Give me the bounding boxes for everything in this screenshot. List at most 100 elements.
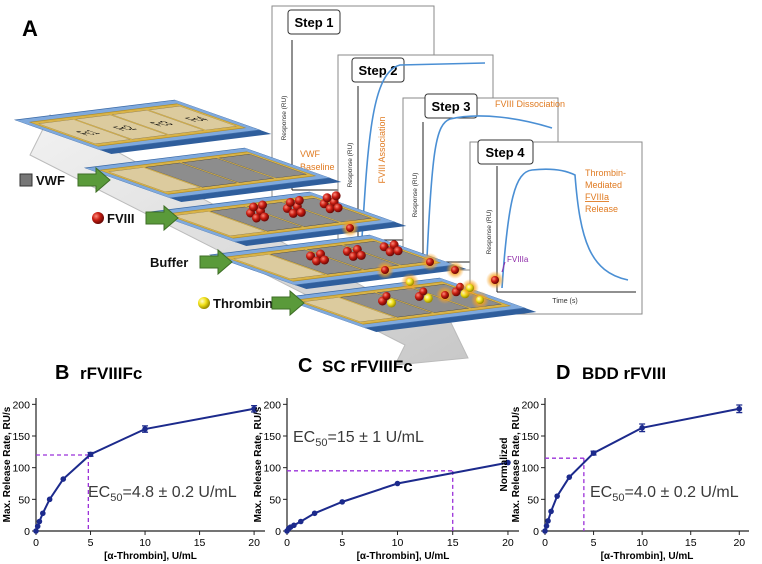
y-tick-label: 0 xyxy=(24,526,30,538)
injections: VWF FVIII Buffer Thrombin xyxy=(19,166,305,317)
sphere xyxy=(249,202,259,212)
data-point xyxy=(291,522,297,529)
sphere xyxy=(476,296,484,304)
panel-label: B xyxy=(55,362,69,384)
sphere xyxy=(419,287,428,296)
injection-label: FVIII xyxy=(107,211,134,226)
x-axis-label: [α-Thrombin], U/mL xyxy=(104,551,197,562)
step-x-label: Time (s) xyxy=(552,298,577,305)
annotation-part: EC xyxy=(88,484,110,501)
injection-arrow xyxy=(271,289,305,317)
sphere xyxy=(260,212,270,222)
sphere xyxy=(331,191,341,201)
x-tick-label: 5 xyxy=(88,537,94,549)
step-note: Release xyxy=(585,204,618,214)
x-tick-label: 20 xyxy=(502,537,514,549)
injection-label: Buffer xyxy=(150,255,188,270)
marker-arrow xyxy=(501,261,506,273)
step-title: Step 1 xyxy=(294,15,333,30)
injection-arrow xyxy=(145,204,179,232)
sphere xyxy=(385,247,395,257)
step-y-label: Response (RU) xyxy=(412,173,419,218)
annotation-sub: 50 xyxy=(110,492,122,504)
x-tick-label: 5 xyxy=(591,537,597,549)
sensorgram xyxy=(361,62,486,239)
x-tick-label: 0 xyxy=(542,537,548,549)
sphere xyxy=(320,255,330,265)
data-point xyxy=(36,518,43,525)
annotation-part: EC xyxy=(590,484,612,501)
panel-label: C xyxy=(298,355,312,377)
data-point xyxy=(142,426,148,432)
x-tick-label: 5 xyxy=(339,537,345,549)
y-axis-label: Max. Release Rate, RU/s xyxy=(2,406,13,522)
injection-arrow xyxy=(199,248,233,276)
annotation: EC50=4.0 ± 0.2 U/mL xyxy=(590,484,739,504)
data-point xyxy=(34,523,41,530)
sphere xyxy=(288,208,298,218)
data-point xyxy=(251,405,257,412)
fviii-icon xyxy=(92,212,104,224)
x-tick-label: 0 xyxy=(284,537,290,549)
step-note: VWF xyxy=(300,149,320,159)
y-tick-label: 200 xyxy=(263,399,281,411)
sphere xyxy=(306,251,316,261)
x-tick-label: 15 xyxy=(447,537,459,549)
sphere xyxy=(382,292,391,300)
injection-arrow xyxy=(77,166,111,194)
step-title-box xyxy=(477,139,534,165)
annotation-part: EC xyxy=(293,429,315,446)
y-axis-label: Max. Release Rate, RU/s xyxy=(253,406,264,522)
x-tick-label: 15 xyxy=(194,537,206,549)
chart-title: SC rFVIIIFc xyxy=(322,357,413,376)
y-tick-label: 200 xyxy=(12,399,30,411)
step-title: Step 4 xyxy=(485,145,525,160)
step-note: Thrombin- xyxy=(585,168,626,178)
annotation-sub: 50 xyxy=(315,437,327,449)
data-point xyxy=(545,518,551,524)
flow-cell-label: Fc1 xyxy=(72,129,104,137)
sphere xyxy=(441,291,449,299)
sphere xyxy=(451,266,459,274)
step-note: FVIIIa xyxy=(585,192,609,202)
sphere xyxy=(466,284,474,292)
data-point xyxy=(505,459,511,466)
data-point xyxy=(298,518,304,525)
data-point xyxy=(33,528,39,534)
panel-label: D xyxy=(556,362,570,384)
sphere xyxy=(426,258,434,266)
data-point xyxy=(736,405,743,412)
sphere xyxy=(393,246,403,256)
y-tick-label: 150 xyxy=(263,431,281,443)
y-tick-label: 100 xyxy=(263,463,281,475)
thrombin-icon xyxy=(198,297,210,309)
sphere xyxy=(423,293,433,303)
y-tick-label: 50 xyxy=(18,494,30,506)
x-tick-label: 10 xyxy=(636,537,648,549)
data-point xyxy=(311,510,318,517)
flow-cell-label: Fc4 xyxy=(181,115,213,123)
sphere xyxy=(381,266,389,274)
data-point xyxy=(543,523,550,529)
fit-line xyxy=(286,461,509,532)
y-tick-label: 150 xyxy=(12,431,30,443)
step-title: Step 3 xyxy=(431,99,470,114)
sphere xyxy=(258,200,268,210)
step-y-label: Response (RU) xyxy=(347,143,354,188)
annotation-part: =15 ± 1 U/mL xyxy=(327,429,423,446)
sphere xyxy=(296,207,306,217)
data-point xyxy=(554,493,560,499)
x-axis-label: [α-Thrombin], U/mL xyxy=(357,551,450,562)
data-point xyxy=(542,528,548,534)
x-tick-label: 20 xyxy=(733,537,745,549)
annotation: EC50=4.8 ± 0.2 U/mL xyxy=(88,484,237,504)
y-axis-label: Max. Release Rate, RU/s xyxy=(511,406,522,522)
y-tick-label: 150 xyxy=(521,431,539,443)
x-tick-label: 10 xyxy=(139,537,151,549)
data-point xyxy=(40,510,46,517)
sphere xyxy=(342,246,352,256)
step-y-label: Response (RU) xyxy=(486,210,493,255)
sensorgram xyxy=(426,115,553,259)
step-note: FVIII Dissociation xyxy=(495,99,565,109)
sensor-chips: Fc1 Fc2 Fc3 Fc4 xyxy=(14,99,538,333)
